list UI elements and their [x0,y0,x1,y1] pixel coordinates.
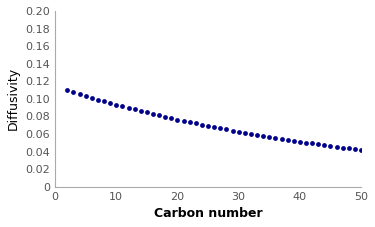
Point [156,114,162,117]
Point [217,126,223,130]
Point [248,132,254,136]
Point [83,94,89,98]
Point [340,146,346,149]
Point [95,98,101,101]
Point [126,106,132,110]
Y-axis label: Diffusivity: Diffusivity [7,67,20,130]
X-axis label: Carbon number: Carbon number [154,207,262,220]
Point [174,118,180,121]
Point [321,143,327,147]
Point [242,131,248,135]
Point [352,147,358,151]
Point [205,124,211,128]
Point [119,104,125,108]
Point [199,123,205,126]
Point [150,112,156,116]
Point [132,108,138,111]
Point [315,143,321,146]
Point [113,103,119,106]
Point [70,91,76,94]
Point [346,146,352,150]
Point [211,125,217,129]
Point [297,140,303,143]
Point [64,89,70,92]
Point [89,96,95,100]
Point [162,115,168,118]
Point [303,141,309,144]
Point [101,99,107,103]
Point [138,109,144,113]
Point [309,142,315,145]
Point [230,129,236,132]
Point [272,136,278,140]
Point [187,120,193,124]
Point [291,139,297,143]
Point [168,116,174,120]
Point [224,128,230,131]
Point [193,122,199,125]
Point [358,148,364,152]
Point [285,138,291,142]
Point [327,144,333,148]
Point [144,111,150,114]
Point [76,92,82,96]
Point [266,135,272,139]
Point [334,145,340,148]
Point [260,134,266,138]
Point [107,101,113,105]
Point [236,130,242,133]
Point [181,119,187,123]
Point [279,137,285,141]
Point [254,133,260,137]
